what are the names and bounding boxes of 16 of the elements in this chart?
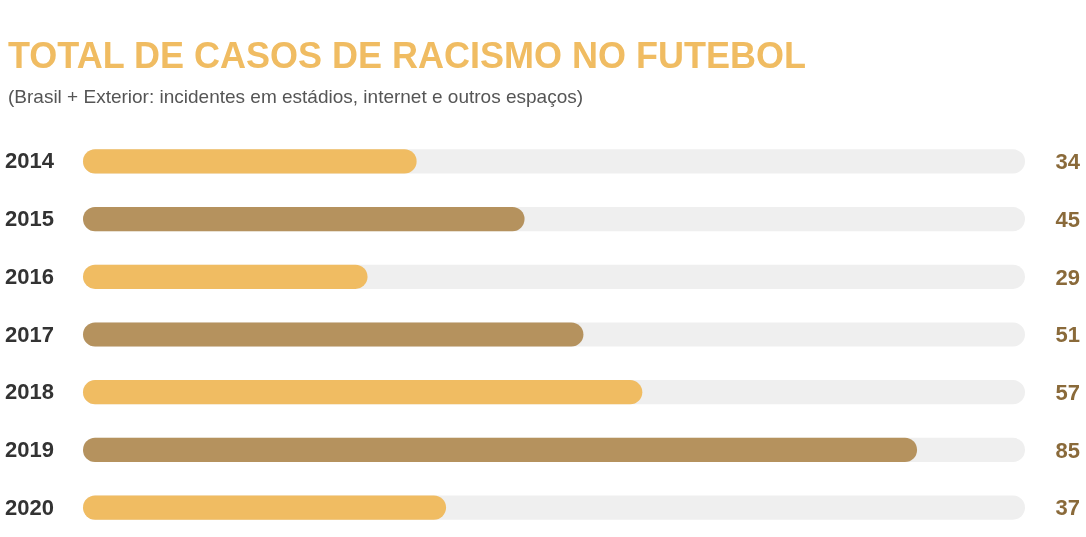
data-label: 37 — [1055, 495, 1080, 521]
y-tick-label: 2016 — [5, 263, 54, 289]
data-label: 57 — [1055, 380, 1080, 406]
y-tick-label: 2014 — [5, 148, 55, 174]
data-label: 34 — [1055, 149, 1081, 175]
y-tick-label: 2020 — [5, 494, 54, 520]
chart-subtitle: (Brasil + Exterior: incidentes em estádios, internet e outros espaços) — [8, 86, 584, 107]
chart-title: TOTAL DE CASOS DE RACISMO NO FUTEBOL — [8, 35, 807, 76]
data-label: 51 — [1055, 322, 1080, 348]
y-tick-label: 2017 — [5, 321, 54, 347]
y-tick-label: 2015 — [5, 206, 54, 232]
data-label: 85 — [1055, 437, 1080, 463]
y-tick-label: 2019 — [5, 436, 54, 462]
y-tick-label: 2018 — [5, 379, 54, 405]
data-label: 29 — [1055, 264, 1080, 290]
data-label: 45 — [1055, 207, 1080, 233]
